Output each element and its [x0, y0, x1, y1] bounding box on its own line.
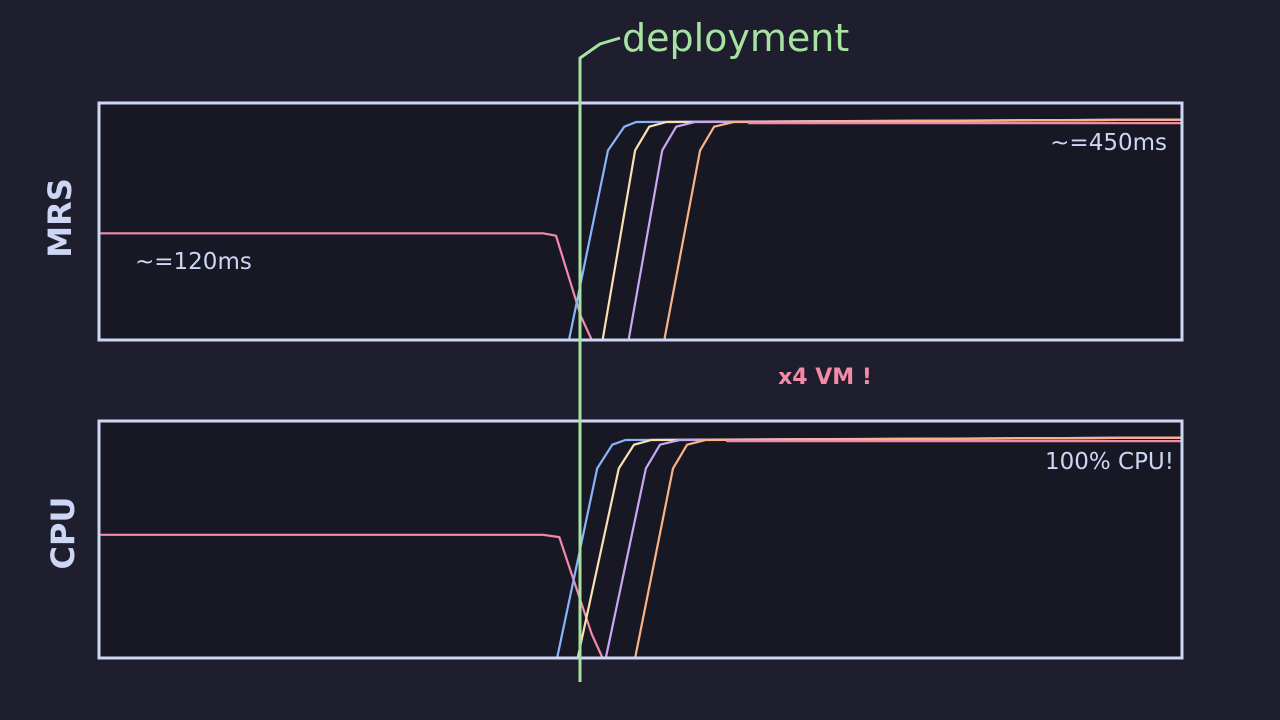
mrs-after-annotation: ~=450ms	[1050, 130, 1167, 156]
mrs-frame	[97, 101, 1184, 342]
mrs-axis-label: MRS	[41, 178, 79, 258]
vm-scale-note: x4 VM !	[778, 365, 872, 390]
cpu-plot-area	[99, 421, 1182, 658]
cpu-series-group	[97, 436, 1184, 660]
mrs-series-line-1	[97, 232, 593, 342]
cpu-series-line-1	[97, 533, 604, 660]
cpu-series-line-5	[634, 436, 1184, 660]
deployment-label: deployment	[622, 16, 849, 60]
cpu-axis-label: CPU	[44, 497, 82, 570]
mrs-panel: MRS ~=120ms ~=450ms	[41, 101, 1184, 342]
mrs-plot-area	[99, 103, 1182, 340]
mrs-series-line-5	[663, 118, 1184, 342]
deployment-marker: deployment	[578, 16, 849, 682]
mrs-before-annotation: ~=120ms	[135, 249, 252, 275]
cpu-frame	[97, 419, 1184, 660]
cpu-panel: CPU 100% CPU!	[44, 419, 1184, 660]
deployment-line	[578, 36, 621, 682]
mrs-series-group	[97, 118, 1184, 342]
cpu-after-annotation: 100% CPU!	[1045, 449, 1174, 475]
